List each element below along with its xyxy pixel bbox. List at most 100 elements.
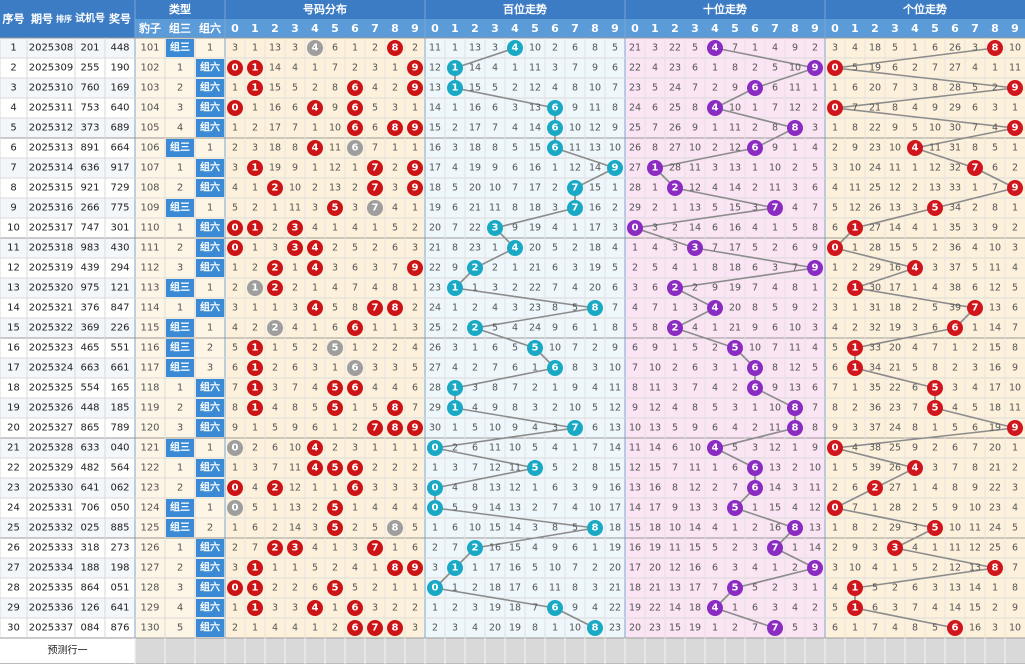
miss-count: 5	[652, 263, 658, 274]
miss-count: 2	[432, 623, 438, 634]
type-label: 组六	[200, 601, 220, 614]
sort-button[interactable]: 排序	[56, 14, 72, 24]
type-label: 组六	[200, 161, 220, 174]
miss-count: 19	[609, 543, 621, 554]
ball	[827, 440, 843, 456]
digit-header: 9	[411, 22, 419, 35]
miss-count: 11	[429, 43, 441, 54]
miss-count: 4	[1012, 263, 1018, 274]
miss-count: 11	[809, 483, 821, 494]
miss-count: 8	[612, 103, 618, 114]
miss-count: 10	[509, 443, 521, 454]
ball	[227, 440, 243, 456]
ball	[907, 260, 923, 276]
miss-count: 11	[489, 203, 501, 214]
miss-count: 27	[949, 63, 961, 74]
no-cell: 23	[7, 483, 20, 494]
miss-count: 21	[889, 363, 901, 374]
miss-count: 9	[512, 423, 518, 434]
trial-cell: 975	[80, 283, 99, 294]
ball-number: 3	[692, 243, 699, 254]
digit-header: 8	[591, 22, 599, 35]
miss-count: 6	[932, 43, 938, 54]
miss-count: 4	[252, 483, 258, 494]
miss-count: 6	[332, 323, 338, 334]
miss-count: 6	[792, 243, 798, 254]
ball-number: 1	[252, 563, 259, 574]
miss-count: 7	[952, 463, 958, 474]
miss-count: 1	[412, 283, 418, 294]
type-badge	[196, 99, 224, 117]
miss-count: 35	[949, 223, 961, 234]
miss-count: 5	[232, 343, 238, 354]
miss-count: 7	[732, 43, 738, 54]
no-cell: 3	[10, 83, 16, 94]
miss-count: 1	[312, 323, 318, 334]
trial-cell: 753	[80, 103, 99, 114]
miss-count: 7	[992, 183, 998, 194]
miss-count: 1	[672, 343, 678, 354]
type-label: 组三	[170, 281, 190, 294]
miss-count: 5	[512, 343, 518, 354]
no-cell: 5	[10, 123, 16, 134]
miss-count: 3	[672, 383, 678, 394]
miss-count: 8	[552, 523, 558, 534]
miss-count: 2	[752, 183, 758, 194]
ball	[227, 100, 243, 116]
ball-number: 0	[232, 583, 239, 594]
miss-count: 10	[689, 443, 701, 454]
miss-count: 1	[472, 343, 478, 354]
ball-number: 7	[372, 303, 379, 314]
type-miss: 1	[177, 463, 183, 474]
miss-count: 23	[869, 143, 881, 154]
row-stripe	[0, 118, 135, 138]
miss-count: 1	[772, 563, 778, 574]
miss-count: 18	[629, 583, 641, 594]
type-label: 组六	[200, 181, 220, 194]
miss-count: 22	[429, 263, 441, 274]
miss-count: 1	[732, 363, 738, 374]
miss-count: 8	[452, 243, 458, 254]
miss-count: 10	[689, 143, 701, 154]
miss-count: 1	[852, 243, 858, 254]
miss-count: 5	[552, 243, 558, 254]
ball	[387, 620, 403, 636]
miss-count: 2	[272, 223, 278, 234]
type-miss: 1	[177, 543, 183, 554]
miss-count: 8	[492, 143, 498, 154]
miss-count: 8	[852, 523, 858, 534]
miss-count: 20	[889, 343, 901, 354]
miss-count: 11	[849, 183, 861, 194]
ball	[907, 140, 923, 156]
prize-cell: 040	[110, 443, 129, 454]
trend-line	[454, 87, 556, 109]
ball-number: 0	[432, 443, 439, 454]
ball-number: 1	[852, 603, 859, 614]
miss-count: 19	[529, 223, 541, 234]
miss-count: 1	[372, 443, 378, 454]
miss-count: 1	[352, 343, 358, 354]
miss-count: 9	[472, 503, 478, 514]
type-label: 组六	[200, 401, 220, 414]
miss-count: 3	[392, 183, 398, 194]
row-stripe	[0, 78, 135, 98]
ball	[347, 600, 363, 616]
miss-count: 19	[989, 423, 1001, 434]
miss-count: 4	[472, 623, 478, 634]
miss-count: 21	[869, 103, 881, 114]
miss-count: 8	[752, 303, 758, 314]
ball	[347, 620, 363, 636]
type-badge	[196, 179, 224, 197]
miss-count: 2	[272, 523, 278, 534]
ball-number: 4	[512, 243, 519, 254]
miss-count: 3	[452, 143, 458, 154]
miss-count: 10	[929, 123, 941, 134]
ball-number: 4	[312, 303, 319, 314]
miss-count: 25	[629, 123, 641, 134]
miss-count: 1	[452, 43, 458, 54]
prize-cell: 121	[110, 283, 129, 294]
miss-count: 10	[809, 463, 821, 474]
issue-cell: 2025308	[29, 43, 74, 54]
miss-count: 3	[452, 463, 458, 474]
type-miss: 3	[177, 103, 183, 114]
